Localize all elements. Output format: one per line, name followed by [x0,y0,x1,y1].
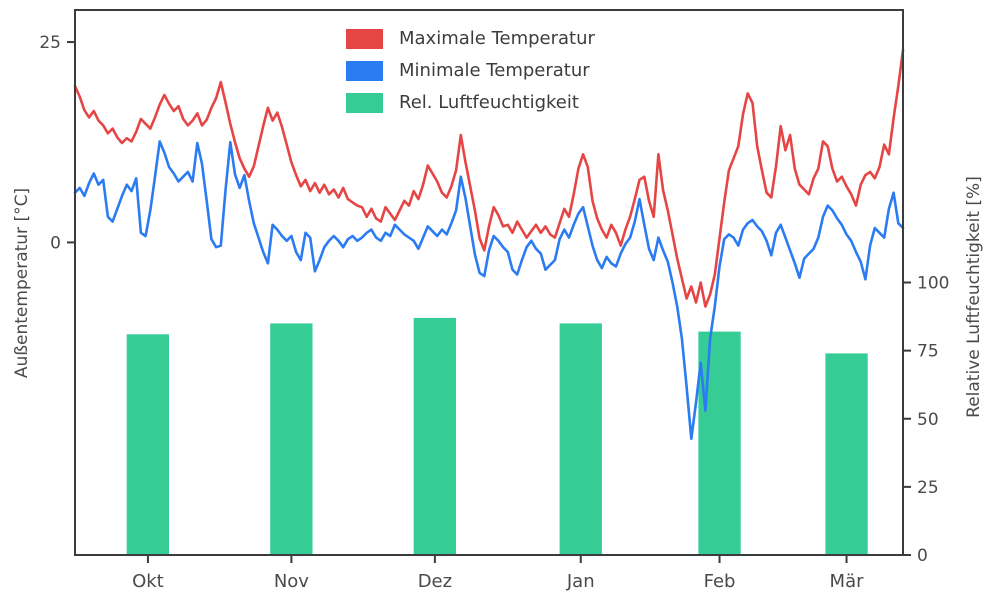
right-tick-label: 50 [917,410,939,430]
humidity-bar-Okt [126,334,169,555]
left-axis-title: Außentemperatur [°C] [12,187,32,379]
right-tick-label: 75 [917,342,939,362]
legend-swatch-min-temp [346,60,383,81]
humidity-bar-Jan [559,323,602,555]
right-tick-label: 100 [917,274,949,294]
humidity-bar-Mär [825,353,868,555]
legend: Maximale Temperatur Minimale Temperatur … [338,24,603,117]
humidity-bar-Nov [270,323,313,555]
humidity-bar-Feb [698,331,741,555]
humidity-bar-Dez [413,317,456,555]
right-tick-label: 0 [917,546,928,566]
right-axis-title: Relative Luftfeuchtigkeit [%] [964,176,984,418]
min-temp-line [73,140,905,441]
max-temp-line [73,48,905,308]
left-tick-label: 25 [39,33,61,53]
legend-swatch-max-temp [346,28,383,49]
x-tick-label-Okt: Okt [132,571,164,592]
legend-label-max-temp: Maximale Temperatur [399,28,595,49]
x-tick-label-Jan: Jan [566,571,595,592]
x-tick-label-Dez: Dez [418,571,452,592]
x-tick-label-Nov: Nov [274,571,309,592]
x-tick-label-Feb: Feb [704,571,736,592]
legend-label-min-temp: Minimale Temperatur [399,60,590,81]
legend-item-humidity: Rel. Luftfeuchtigkeit [346,92,595,113]
legend-label-humidity: Rel. Luftfeuchtigkeit [399,92,579,113]
legend-swatch-humidity [346,92,383,113]
legend-item-min-temp: Minimale Temperatur [346,60,595,81]
x-tick-label-Mär: Mär [830,571,865,592]
right-tick-label: 25 [917,478,939,498]
legend-item-max-temp: Maximale Temperatur [346,28,595,49]
left-tick-label: 0 [50,233,61,253]
